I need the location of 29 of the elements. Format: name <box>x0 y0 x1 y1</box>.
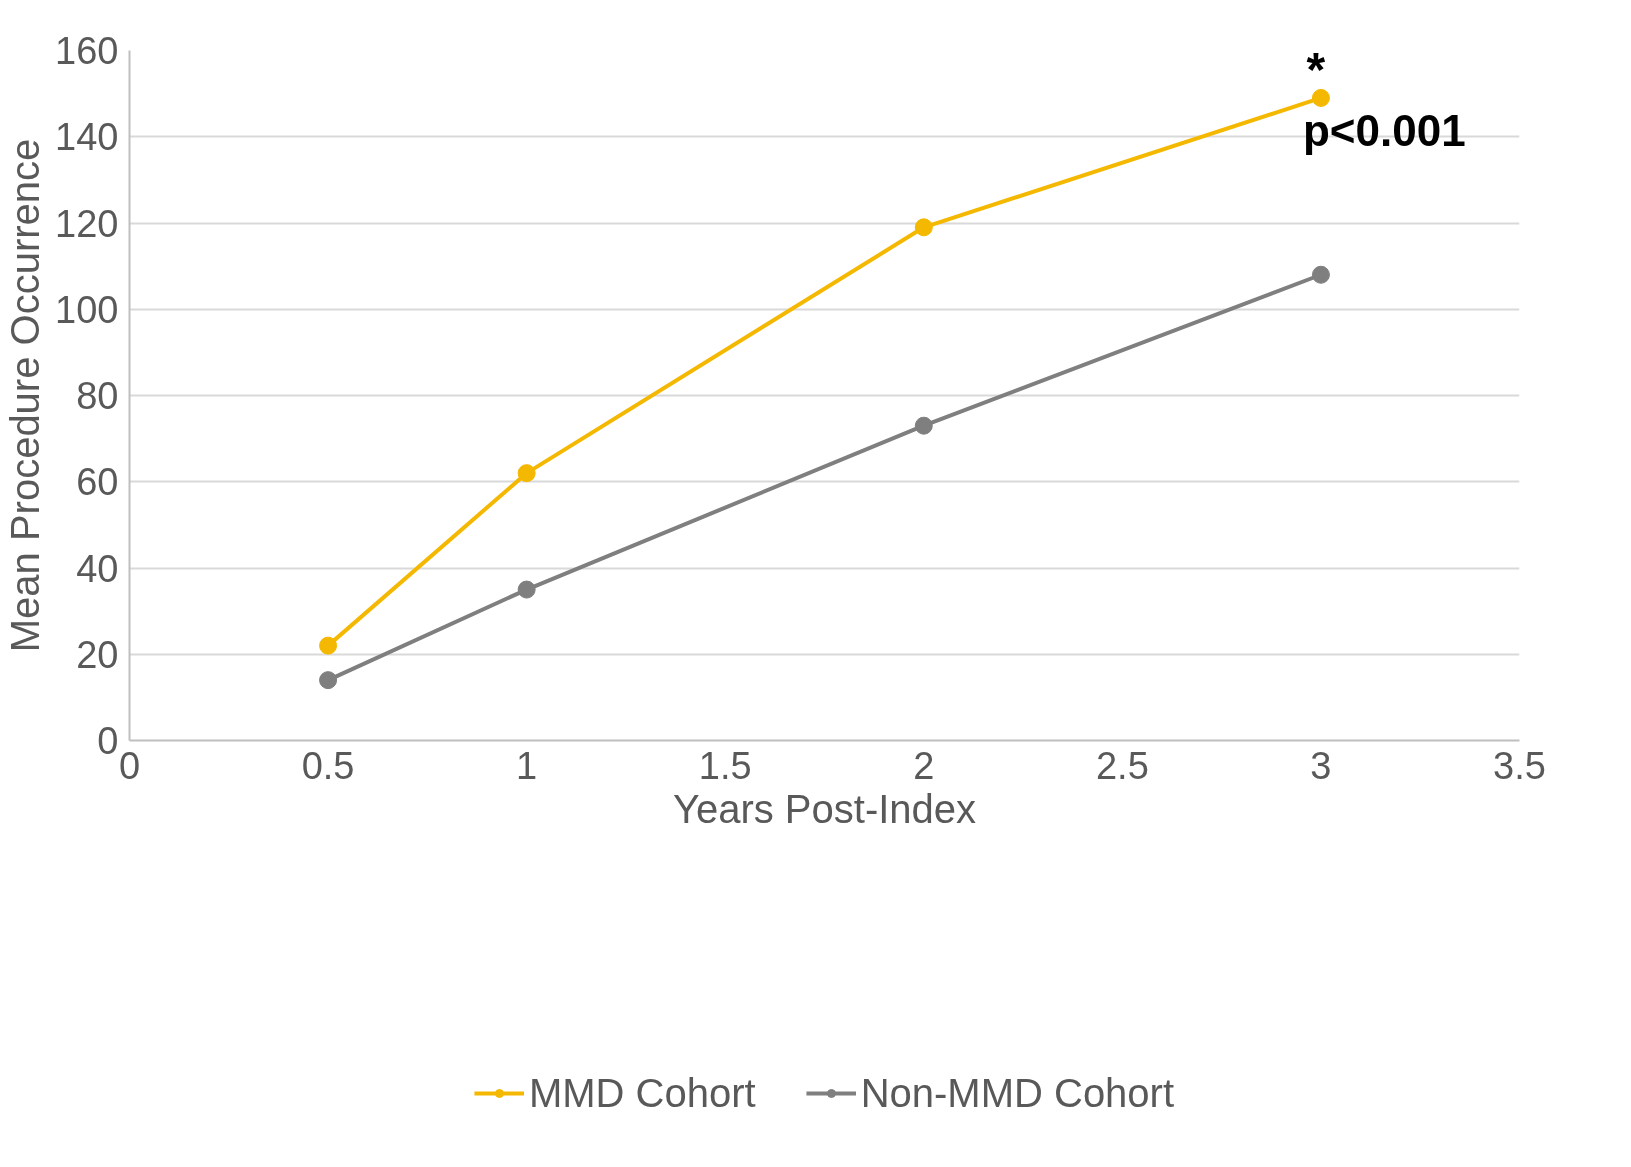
point <box>319 671 338 690</box>
x-tick-label: 1 <box>516 744 538 787</box>
point <box>517 580 536 599</box>
y-tick-label: 40 <box>76 547 119 590</box>
annotation: * <box>1306 42 1326 96</box>
y-tick-label: 120 <box>55 202 119 245</box>
x-tick-label: 2.5 <box>1095 744 1149 787</box>
legend-label: MMD Cohort <box>528 1070 756 1116</box>
point <box>914 416 933 435</box>
point <box>319 636 338 655</box>
legend-label: Non-MMD Cohort <box>860 1070 1175 1116</box>
y-axis-title: Mean Procedure Occurrence <box>3 138 48 653</box>
annotation: p<0.001 <box>1302 105 1466 155</box>
point <box>517 464 536 483</box>
point <box>1311 88 1330 107</box>
x-tick-label: 0.5 <box>301 744 355 787</box>
point <box>914 218 933 237</box>
y-tick-label: 80 <box>76 375 119 417</box>
point <box>1311 265 1330 284</box>
y-tick-label: 160 <box>55 30 119 72</box>
y-tick-label: 20 <box>76 633 119 676</box>
x-axis-title: Years Post-Index <box>672 786 977 831</box>
y-tick-label: 100 <box>55 288 119 331</box>
x-tick-label: 3 <box>1310 744 1332 787</box>
x-tick-label: 2 <box>913 744 935 787</box>
x-tick-label: 3.5 <box>1493 744 1546 787</box>
x-tick-label: 1.5 <box>698 744 752 787</box>
y-tick-label: 140 <box>55 116 119 159</box>
y-tick-label: 60 <box>76 461 119 504</box>
